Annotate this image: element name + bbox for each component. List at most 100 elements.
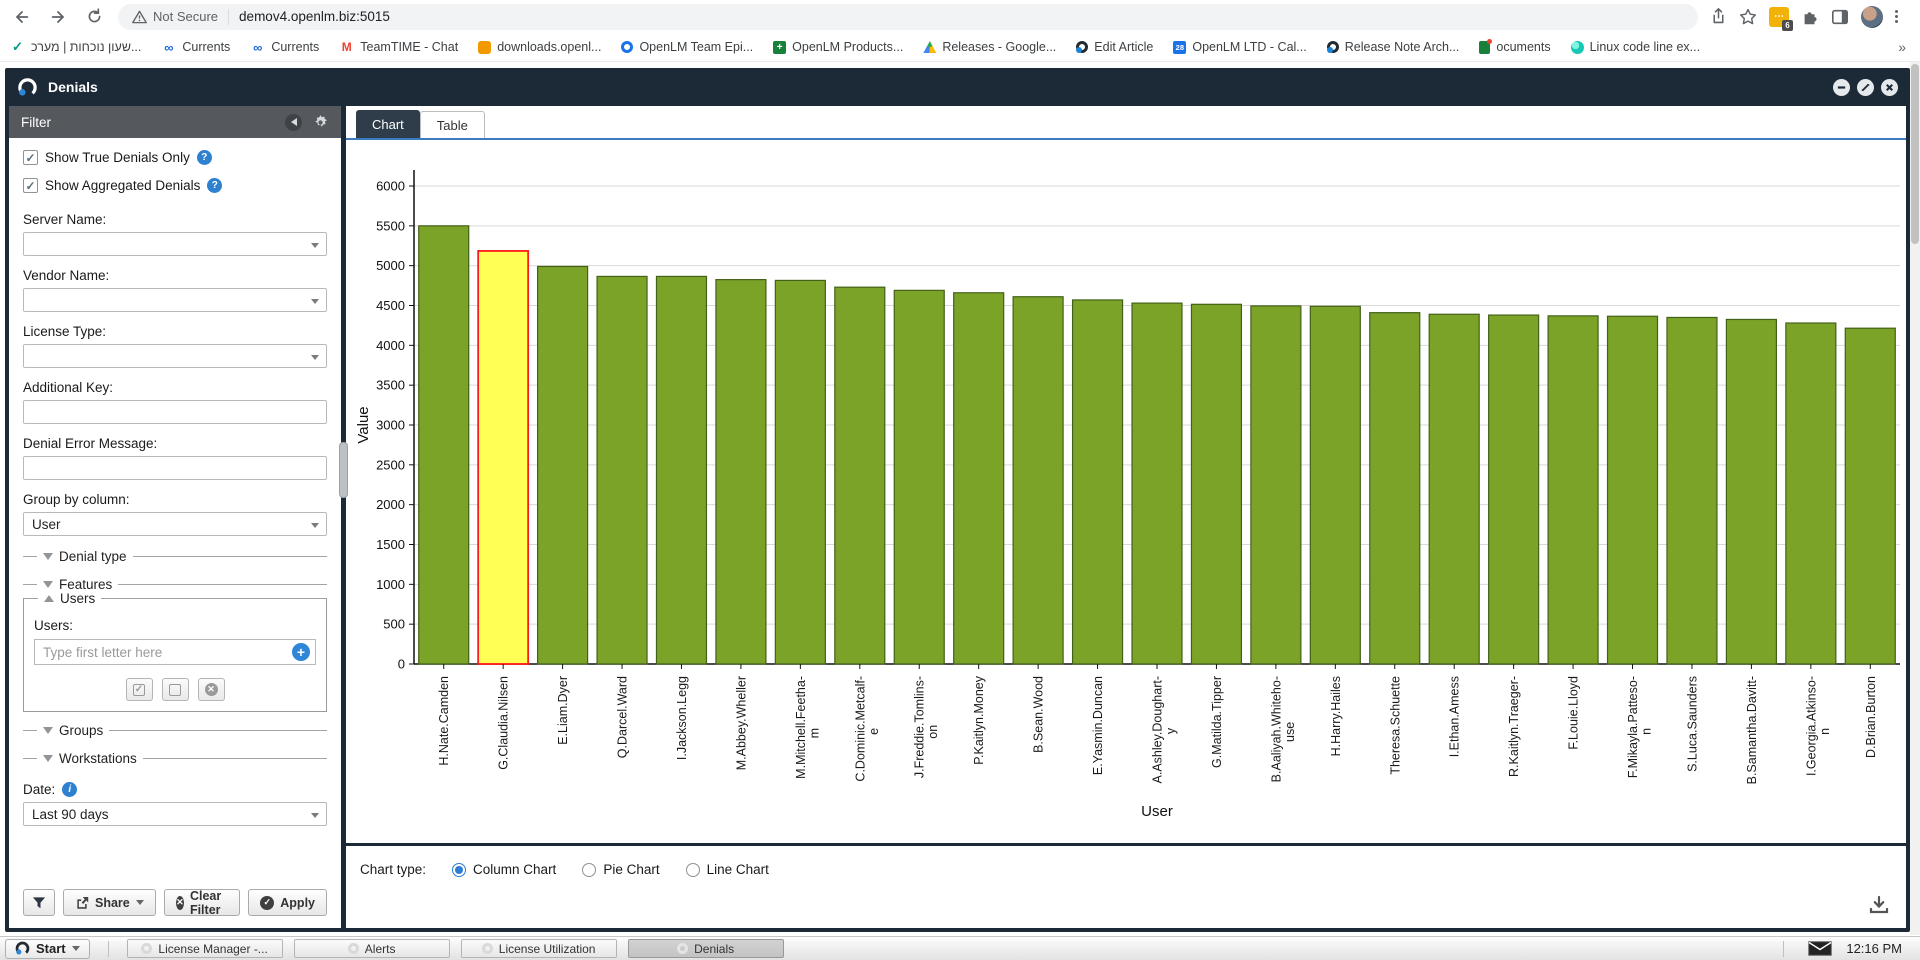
bookmarks-overflow-icon[interactable]: »: [1898, 39, 1906, 55]
bar-M.Mitchell.Feetham[interactable]: [774, 279, 826, 665]
bookmark-item[interactable]: ∞ Currents: [161, 40, 230, 55]
share-icon[interactable]: [1710, 8, 1727, 25]
bar-S.Luca.Saunders[interactable]: [1666, 316, 1718, 665]
bar-B.Samantha.Davitt[interactable]: [1725, 318, 1778, 665]
address-bar[interactable]: Not Secure demov4.openlm.biz:5015: [118, 3, 1698, 30]
help-icon[interactable]: ?: [207, 178, 223, 193]
bookmark-item[interactable]: + OpenLM Products...: [773, 40, 903, 54]
share-button[interactable]: Share: [63, 889, 156, 916]
bar-Theresa.Schuette[interactable]: [1369, 312, 1421, 665]
show-aggregated-denials-checkbox[interactable]: ✓: [23, 178, 38, 193]
filter-funnel-button[interactable]: [23, 889, 55, 916]
bookmark-item[interactable]: downloads.openl...: [478, 40, 601, 54]
bookmark-item[interactable]: Releases - Google...: [923, 40, 1056, 54]
side-panel-icon[interactable]: [1831, 8, 1849, 26]
server-name-select[interactable]: [23, 232, 327, 256]
users-input[interactable]: [34, 639, 316, 665]
bar-F.Louie.Lloyd[interactable]: [1547, 315, 1599, 665]
bar-E.Yasmin.Duncan[interactable]: [1071, 299, 1124, 665]
bar-R.Kaitlyn.Traeger[interactable]: [1488, 314, 1540, 665]
taskbar-task-alerts[interactable]: Alerts: [293, 939, 450, 958]
mail-icon[interactable]: [1808, 941, 1833, 956]
clear-filter-button[interactable]: ✕ Clear Filter: [163, 889, 241, 917]
maximize-button[interactable]: [1857, 78, 1874, 96]
collapse-panel-icon[interactable]: [285, 113, 302, 131]
extensions-puzzle-icon[interactable]: [1801, 8, 1819, 26]
date-range-select[interactable]: Last 90 days: [23, 802, 327, 826]
bookmark-item[interactable]: M TeamTIME - Chat: [339, 40, 458, 55]
denial-error-message-input[interactable]: [23, 456, 327, 480]
tab-chart[interactable]: Chart: [356, 110, 420, 138]
bar-B.Sean.Wood[interactable]: [1012, 296, 1064, 665]
radio-icon[interactable]: [685, 862, 700, 877]
show-true-denials-checkbox[interactable]: ✓: [23, 150, 38, 165]
bar-M.Abbey.Wheller[interactable]: [715, 279, 767, 665]
apply-button[interactable]: ✓ Apply: [248, 889, 327, 916]
additional-key-input[interactable]: [23, 400, 327, 424]
start-button[interactable]: Start: [5, 938, 90, 959]
section-denial-type[interactable]: Denial type: [23, 542, 327, 570]
section-features[interactable]: Features: [23, 570, 327, 598]
add-user-icon[interactable]: +: [292, 643, 310, 661]
section-users[interactable]: Users: [24, 584, 326, 612]
taskbar-task-license-manager-[interactable]: License Manager -...: [126, 939, 283, 958]
bookmark-item[interactable]: ∞ Currents: [250, 40, 319, 55]
bar-G.Claudia.Nilsen[interactable]: [477, 250, 530, 665]
bar-Q.Darcel.Ward[interactable]: [596, 275, 648, 665]
bar-I.Georgia.Atkinson[interactable]: [1785, 322, 1837, 665]
deselect-all-users-button[interactable]: [161, 678, 189, 701]
bookmark-item[interactable]: ✓ שעון נוכחות | מערכ...: [10, 39, 141, 55]
bookmark-item[interactable]: ocuments: [1479, 38, 1551, 54]
bookmark-item[interactable]: Release Note Arch...: [1326, 40, 1459, 54]
bar-I.Ethan.Amess[interactable]: [1428, 313, 1480, 665]
bar-A.Ashley.Dougharty[interactable]: [1131, 302, 1183, 665]
taskbar-task-license-utilization[interactable]: License Utilization: [460, 939, 617, 958]
license-type-select[interactable]: [23, 344, 327, 368]
minimize-button[interactable]: [1833, 78, 1850, 96]
forward-icon[interactable]: [44, 3, 72, 31]
section-workstations[interactable]: Workstations: [23, 744, 327, 772]
bar-B.Aaliyah.Whitehouse[interactable]: [1250, 305, 1302, 665]
chart-type-option-line-chart[interactable]: Line Chart: [685, 862, 769, 877]
bookmark-item[interactable]: Edit Article: [1076, 40, 1153, 54]
tab-table[interactable]: Table: [419, 111, 485, 138]
browser-menu-icon[interactable]: [1895, 10, 1898, 23]
chart-type-option-column-chart[interactable]: Column Chart: [452, 862, 556, 877]
browser-scrollbar[interactable]: [1910, 62, 1920, 935]
bar-I.Jackson.Legg[interactable]: [655, 275, 708, 665]
bookmark-star-icon[interactable]: [1739, 8, 1757, 26]
bar-C.Dominic.Metcalfe[interactable]: [834, 286, 886, 665]
bookmark-item[interactable]: 28 OpenLM LTD - Cal...: [1173, 40, 1307, 54]
download-chart-button[interactable]: [1868, 895, 1890, 920]
info-icon[interactable]: i: [62, 782, 78, 797]
browser-scrollbar-thumb[interactable]: [1911, 64, 1919, 244]
bookmark-item[interactable]: OpenLM Team Epi...: [621, 40, 753, 54]
group-by-column-select[interactable]: User: [23, 512, 327, 536]
bar-F.Mikayla.Patteson[interactable]: [1606, 315, 1659, 665]
select-all-users-button[interactable]: ✓: [125, 678, 153, 701]
back-icon[interactable]: [8, 3, 36, 31]
profile-avatar[interactable]: [1861, 5, 1883, 28]
vendor-name-select[interactable]: [23, 288, 327, 312]
bar-D.Brian.Burton[interactable]: [1844, 327, 1896, 665]
security-indicator[interactable]: Not Secure: [132, 9, 218, 24]
help-icon[interactable]: ?: [196, 150, 212, 165]
reload-icon[interactable]: [80, 3, 108, 31]
panel-splitter[interactable]: [339, 106, 348, 928]
bookmark-item[interactable]: Linux code line ex...: [1570, 40, 1700, 54]
bar-P.Kaitlyn.Money[interactable]: [953, 292, 1005, 665]
splitter-handle[interactable]: [339, 442, 348, 498]
clear-users-button[interactable]: ✕: [197, 678, 225, 701]
taskbar-task-denials[interactable]: Denials: [627, 939, 784, 958]
section-groups[interactable]: Groups: [23, 716, 327, 744]
bar-J.Freddie.Tomlinson[interactable]: [893, 289, 945, 665]
settings-gear-icon[interactable]: [312, 114, 329, 131]
chart-type-option-pie-chart[interactable]: Pie Chart: [582, 862, 660, 877]
close-button[interactable]: [1881, 78, 1898, 96]
extension-icon[interactable]: ⋯ 6: [1769, 6, 1793, 31]
bar-G.Matilda.Tipper[interactable]: [1190, 303, 1243, 665]
bar-E.Liam.Dyer[interactable]: [537, 265, 589, 665]
bar-H.Nate.Camden[interactable]: [418, 225, 470, 665]
bar-H.Harry.Hailes[interactable]: [1309, 305, 1361, 665]
radio-icon[interactable]: [582, 862, 597, 877]
